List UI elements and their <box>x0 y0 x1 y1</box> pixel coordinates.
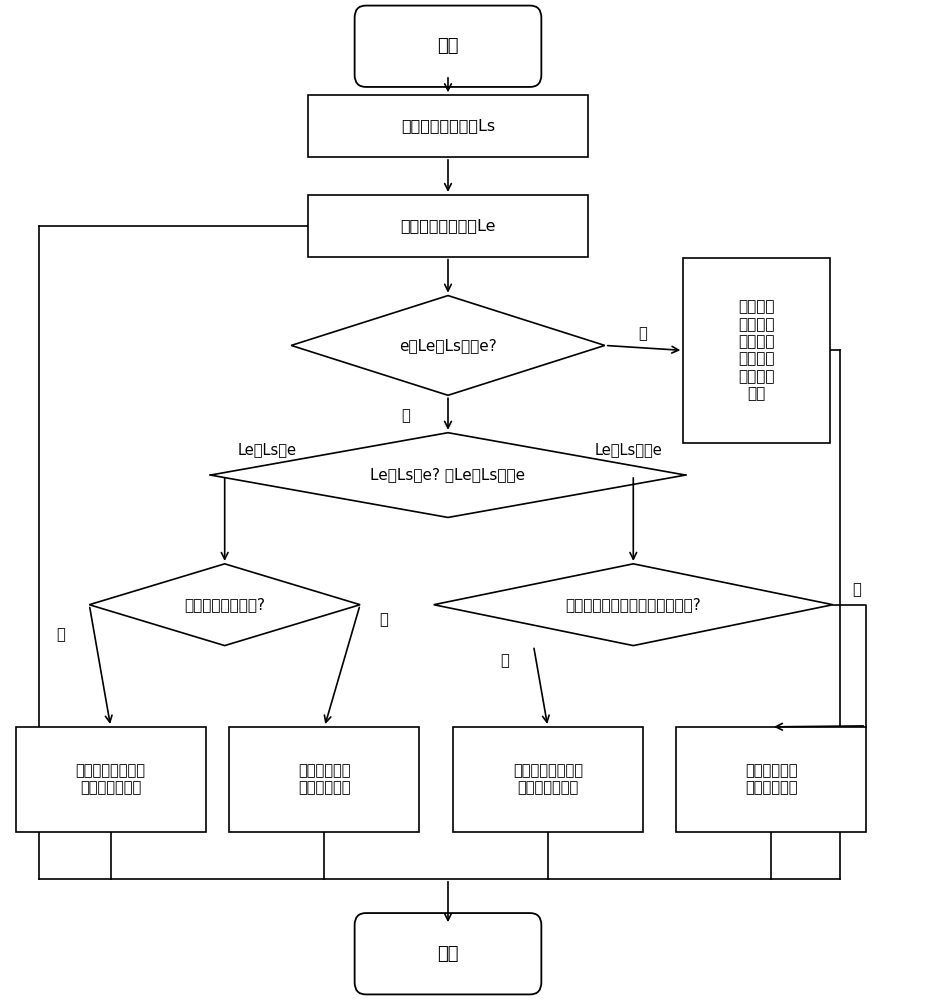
FancyBboxPatch shape <box>15 727 206 832</box>
Text: 结束: 结束 <box>437 945 458 963</box>
Text: 减少液晶玻璃墙的
一个透光率等级: 减少液晶玻璃墙的 一个透光率等级 <box>75 763 146 795</box>
Text: 否: 否 <box>379 612 387 627</box>
FancyBboxPatch shape <box>229 727 419 832</box>
Text: 是: 是 <box>56 627 65 642</box>
FancyBboxPatch shape <box>307 95 587 157</box>
Text: 是: 是 <box>500 653 509 668</box>
Text: Le－Ls＞e? 或Le－Ls＜－e: Le－Ls＞e? 或Le－Ls＜－e <box>370 468 525 483</box>
Text: 开始: 开始 <box>437 37 458 55</box>
FancyBboxPatch shape <box>307 195 587 257</box>
Text: 设定的室内照度值Ls: 设定的室内照度值Ls <box>401 119 494 134</box>
Text: 减少照明灯的
一个亮度等级: 减少照明灯的 一个亮度等级 <box>298 763 350 795</box>
Text: 保持液晶
玻璃墙的
透光率和
室内照明
灯的亮度
不变: 保持液晶 玻璃墙的 透光率和 室内照明 灯的亮度 不变 <box>738 299 774 401</box>
FancyBboxPatch shape <box>675 727 865 832</box>
FancyBboxPatch shape <box>452 727 642 832</box>
Text: 增加液晶玻璃墙的
一个透光率等级: 增加液晶玻璃墙的 一个透光率等级 <box>512 763 583 795</box>
Text: 是: 是 <box>638 326 646 341</box>
Text: e＞Le－Ls＞－e?: e＞Le－Ls＞－e? <box>399 338 496 353</box>
Polygon shape <box>433 564 832 646</box>
FancyBboxPatch shape <box>354 913 541 994</box>
Polygon shape <box>291 296 605 395</box>
Text: 否: 否 <box>851 582 860 597</box>
Polygon shape <box>89 564 360 646</box>
Text: 否: 否 <box>401 408 409 423</box>
Text: Le－Ls＜－e: Le－Ls＜－e <box>594 443 662 458</box>
Text: Le－Ls＞e: Le－Ls＞e <box>238 443 297 458</box>
Text: 液晶玻璃墙的透光率不为最大值?: 液晶玻璃墙的透光率不为最大值? <box>565 597 701 612</box>
Text: 增加照明灯的
一个亮度等级: 增加照明灯的 一个亮度等级 <box>744 763 797 795</box>
FancyBboxPatch shape <box>354 6 541 87</box>
Polygon shape <box>210 433 684 517</box>
FancyBboxPatch shape <box>683 258 829 443</box>
Text: 照明灯的亮度为零?: 照明灯的亮度为零? <box>184 597 265 612</box>
Text: 计算室内等效照度Le: 计算室内等效照度Le <box>400 218 495 233</box>
